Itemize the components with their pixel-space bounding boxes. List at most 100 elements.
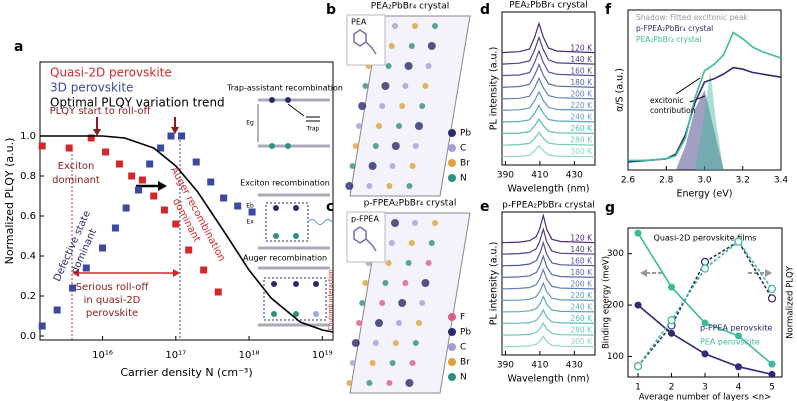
- data-point: [668, 283, 676, 291]
- series-label: 220 K: [570, 101, 593, 110]
- axis-arrowhead: [640, 269, 647, 277]
- series-label: 300 K: [570, 147, 593, 156]
- data-point: [82, 264, 90, 272]
- hole: [293, 311, 299, 317]
- atom: [369, 360, 376, 366]
- series-label: 180 K: [570, 268, 593, 277]
- fitted-peak: [675, 90, 724, 170]
- molecule: [353, 29, 377, 55]
- x-tick-label: 10¹⁷: [165, 350, 186, 361]
- annotation-text: excitonic: [650, 96, 684, 105]
- atom: [379, 300, 386, 306]
- legend-swatch: [448, 159, 456, 167]
- annotation-text: contribution: [650, 106, 696, 115]
- y-tick-label: 100: [607, 352, 624, 362]
- annotation-text: Exciton: [58, 161, 95, 172]
- atom: [351, 339, 360, 347]
- hole: [293, 233, 299, 239]
- atom: [362, 83, 369, 89]
- x-tick-label: 4: [736, 383, 742, 393]
- data-point: [150, 192, 158, 200]
- data-point: [38, 322, 46, 330]
- hole: [313, 311, 319, 317]
- x-tick-label: 430: [566, 361, 583, 371]
- series-line: [501, 226, 596, 255]
- atom: [392, 340, 399, 346]
- electron: [313, 281, 319, 287]
- panel-label: g: [605, 200, 615, 216]
- series-line: [637, 240, 773, 367]
- legend-entry: C: [460, 144, 466, 154]
- y-tick-label: 0.6: [20, 211, 36, 222]
- series-label: 280 K: [570, 136, 593, 145]
- annotation: PLQY start to roll-off: [50, 106, 152, 117]
- series-line: [501, 213, 596, 244]
- legend-entry: Quasi-2D perovskite: [50, 66, 172, 80]
- data-point: [667, 316, 676, 325]
- annotation-text: perovskite: [86, 308, 138, 319]
- atom: [416, 320, 422, 326]
- data-point: [146, 160, 154, 168]
- annotation-text: Shadow: Fitted excitonic peak: [636, 13, 748, 22]
- atom: [362, 280, 369, 286]
- chart-title: Quasi-2D perovskite films: [654, 234, 757, 243]
- atom: [412, 143, 419, 149]
- atom: [389, 360, 396, 366]
- x-tick-label: 3.2: [736, 176, 750, 186]
- x-axis-label: Average number of layers <n>: [639, 393, 771, 401]
- atom: [392, 23, 398, 29]
- atom: [405, 379, 414, 387]
- annotation: Serious roll-off in quasi-2D perovskite: [76, 282, 150, 319]
- chart-title: PEA₂PbBr₄ crystal: [509, 1, 588, 11]
- data-point: [768, 360, 776, 368]
- legend-swatch: [448, 174, 456, 182]
- panel-label: d: [480, 2, 490, 18]
- arrow: [675, 77, 701, 95]
- series-line: [637, 240, 773, 367]
- data-point: [248, 208, 256, 216]
- series-line: [501, 21, 596, 54]
- series-label: 220 K: [570, 291, 593, 300]
- series-line: [501, 63, 596, 88]
- inset-title: Exciton recombination: [240, 179, 330, 188]
- series-line: [501, 131, 596, 146]
- atom: [386, 183, 393, 189]
- atom: [415, 122, 423, 130]
- panel-label: f: [605, 2, 612, 18]
- chart-title: p-FPEA₂PbBr₄ crystal: [502, 201, 595, 211]
- atom: [406, 183, 413, 189]
- atom: [427, 42, 436, 50]
- atom: [385, 260, 392, 266]
- atom: [402, 280, 409, 286]
- legend-entry: Pb: [460, 129, 471, 139]
- atom: [379, 103, 386, 109]
- legend-swatch: [448, 373, 456, 381]
- data-point: [734, 332, 742, 340]
- legend-entry: Br: [460, 358, 470, 368]
- x-tick-label: 10¹⁸: [239, 350, 260, 361]
- series-line: [501, 308, 596, 324]
- atom: [388, 240, 395, 246]
- electron: [293, 281, 299, 287]
- data-point: [102, 148, 110, 156]
- atom: [432, 23, 438, 29]
- series-line: [501, 322, 596, 336]
- legend-swatch: [448, 313, 456, 321]
- series-label: 260 K: [570, 124, 593, 133]
- series-line: [501, 35, 596, 65]
- x-tick-label: 2.8: [659, 176, 674, 186]
- x-tick-label: 390: [497, 361, 514, 371]
- photon: [307, 219, 333, 225]
- series-label: 140 K: [570, 245, 593, 254]
- y-axis-label: Binding energy (meV): [602, 256, 612, 349]
- hole: [285, 143, 291, 149]
- inset-label: Ex: [246, 219, 254, 226]
- legend-entry: Pb: [460, 328, 471, 338]
- atom: [352, 143, 359, 149]
- series-label: 200 K: [570, 90, 593, 99]
- y-tick-label: 0.0: [20, 331, 36, 342]
- y-axis-label: PL intensity (a.u.): [489, 242, 500, 326]
- atom: [409, 163, 416, 169]
- data-point: [234, 202, 242, 210]
- data-point: [122, 204, 130, 212]
